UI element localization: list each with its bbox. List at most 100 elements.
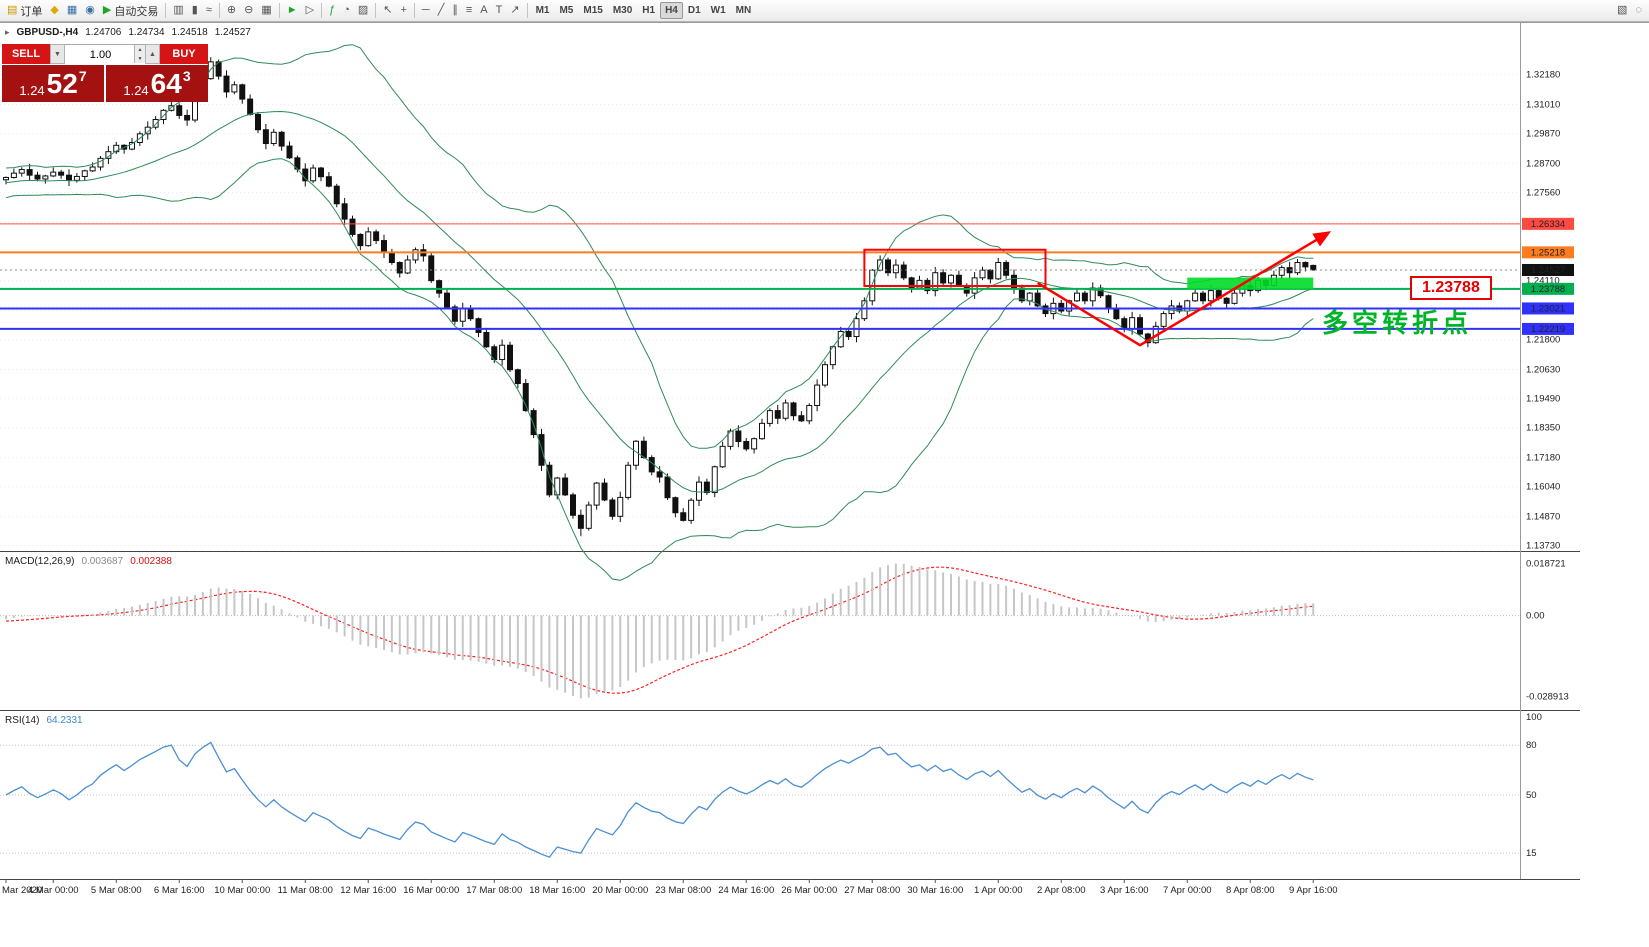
volume-spin-down-icon[interactable]: ▼: [134, 54, 145, 63]
svg-text:80: 80: [1526, 740, 1537, 751]
trend-zigzag-arrow[interactable]: [1036, 231, 1332, 347]
svg-text:1.18350: 1.18350: [1526, 423, 1560, 434]
toolbar-separator: [218, 3, 220, 18]
trendline-button[interactable]: ╱: [434, 1, 449, 21]
ohlc-high: 1.24734: [128, 27, 165, 38]
macd-main-value: 0.003687: [81, 556, 124, 567]
timeframe-w1[interactable]: W1: [710, 5, 726, 16]
arrow-objects-button[interactable]: ↗: [506, 1, 523, 21]
sell-button[interactable]: SELL: [2, 44, 50, 64]
bid-price-button[interactable]: 1.24 52 7: [2, 65, 104, 102]
svg-text:50: 50: [1526, 790, 1537, 801]
channel-button[interactable]: ∥: [448, 1, 462, 21]
svg-text:1.14870: 1.14870: [1526, 512, 1560, 523]
templates-button[interactable]: ▨: [354, 1, 372, 21]
volume-increase-button[interactable]: ▲: [145, 44, 160, 64]
market-watch-button[interactable]: ▦: [63, 1, 81, 21]
toolbar-separator: [278, 3, 280, 18]
svg-text:1.26334: 1.26334: [1531, 219, 1565, 230]
timeframe-m5[interactable]: M5: [559, 5, 574, 16]
price-badge-1.23021[interactable]: [1522, 302, 1574, 315]
bollinger-upper-line: [5, 44, 1314, 449]
price-badge-1.25218[interactable]: [1522, 246, 1574, 259]
new-chart-icon: ▧: [1617, 4, 1628, 16]
volume-decrease-button[interactable]: ▼: [50, 44, 65, 64]
timeframe-h4[interactable]: H4: [660, 2, 683, 19]
timeframe-d1[interactable]: D1: [687, 5, 701, 16]
price-badge-1.26334[interactable]: [1522, 217, 1574, 230]
toolbar-separator: [165, 3, 167, 18]
timeframe-h1[interactable]: H1: [642, 5, 656, 16]
tile-windows-button[interactable]: ▦: [257, 1, 275, 21]
annotations[interactable]: [863, 231, 1332, 347]
ask-price-button[interactable]: 1.24 64 3: [106, 65, 208, 102]
periods-button[interactable]: ◔: [339, 1, 354, 21]
timeframe-m30[interactable]: M30: [612, 5, 633, 16]
price-badge-1.22219[interactable]: [1522, 322, 1574, 335]
svg-text:7 Apr 00:00: 7 Apr 00:00: [1163, 885, 1212, 896]
horizontal-line-button[interactable]: ─: [418, 1, 434, 21]
autotrading-button[interactable]: ▶ 自动交易: [99, 1, 162, 21]
zoom-out-button[interactable]: ⊖: [240, 1, 257, 21]
fibonacci-button[interactable]: ≡: [462, 1, 476, 21]
turning-point-note[interactable]: 多空转折点: [1322, 307, 1473, 338]
candlestick-chart-button[interactable]: ▮: [188, 1, 202, 21]
clock-icon: ◔: [343, 4, 350, 16]
rsi-panel: 100 80 50 15: [0, 712, 1542, 859]
indicators-button[interactable]: ƒ: [325, 1, 339, 21]
trendline-icon: ╱: [437, 4, 445, 16]
ask-pip-digit: 3: [182, 68, 191, 84]
svg-text:3 Apr 16:00: 3 Apr 16:00: [1100, 885, 1149, 896]
macd-indicator-title: MACD(12,26,9) 0.003687 0.002388: [5, 556, 172, 567]
timeframe-mn[interactable]: MN: [735, 5, 752, 16]
support-highlight[interactable]: [1187, 277, 1314, 290]
svg-text:2 Apr 08:00: 2 Apr 08:00: [1037, 885, 1086, 896]
current-price-badge[interactable]: [1522, 263, 1574, 276]
label-button[interactable]: T: [492, 1, 507, 21]
volume-spin-up-icon[interactable]: ▲: [134, 45, 145, 54]
svg-text:-0.028913: -0.028913: [1526, 692, 1569, 703]
rsi-line: [5, 741, 1314, 858]
svg-text:9 Apr 16:00: 9 Apr 16:00: [1289, 885, 1338, 896]
cursor-button[interactable]: ↖: [379, 1, 396, 21]
svg-text:27 Mar 08:00: 27 Mar 08:00: [844, 885, 900, 896]
fibonacci-icon: ≡: [465, 4, 473, 16]
zoom-in-button[interactable]: ⊕: [223, 1, 240, 21]
crosshair-button[interactable]: +: [396, 1, 410, 21]
svg-text:0.00: 0.00: [1526, 611, 1545, 622]
svg-text:Mar 2020: Mar 2020: [2, 885, 42, 896]
svg-text:17 Mar 08:00: 17 Mar 08:00: [466, 885, 522, 896]
ask-big-digits: 64: [150, 67, 182, 99]
bar-chart-icon: ▥: [173, 4, 184, 16]
price-axis-labels: 1.32180 1.31010 1.29870 1.28700 1.27560 1.263…: [1522, 70, 1574, 552]
svg-text:1 Apr 00:00: 1 Apr 00:00: [974, 885, 1023, 896]
text-button[interactable]: A: [476, 1, 491, 21]
metaeditor-button[interactable]: ◆: [46, 1, 62, 21]
timeframe-m15[interactable]: M15: [583, 5, 603, 16]
bar-chart-button[interactable]: ▥: [169, 1, 187, 21]
bid-pip-digit: 7: [78, 68, 87, 84]
buy-button[interactable]: BUY: [160, 44, 208, 64]
auto-scroll-button[interactable]: ►: [283, 1, 302, 21]
volume-input[interactable]: [65, 46, 145, 64]
new-order-icon: ▤: [7, 4, 18, 16]
price-callout[interactable]: 1.23788: [1410, 275, 1492, 300]
svg-text:1.21800: 1.21800: [1526, 335, 1560, 346]
autotrading-icon: ▶: [102, 4, 112, 16]
timeframe-m1[interactable]: M1: [535, 5, 550, 16]
search-button[interactable]: ◌: [1631, 1, 1646, 21]
level-lines: [0, 223, 1520, 330]
chart-shift-button[interactable]: ▷: [302, 1, 318, 21]
main-toolbar: ▤ 订单 ◆ ▦ ◉ ▶ 自动交易 ▥ ▮ ≈ ⊕ ⊖ ▦ ► ▷ ƒ ◔ ▨ ↖ + ─ ╱ ∥ ≡ A T ↗ M1 M5 M15 M3…: [0, 0, 1649, 22]
line-chart-button[interactable]: ≈: [202, 1, 216, 21]
ask-prefix: 1.24: [123, 83, 149, 98]
toolbar-separator: [413, 3, 415, 18]
price-badge-1.23788[interactable]: [1522, 282, 1574, 295]
new-chart-button[interactable]: ▧: [1613, 1, 1631, 21]
svg-text:5 Mar 08:00: 5 Mar 08:00: [91, 885, 142, 896]
data-window-button[interactable]: ◉: [81, 1, 99, 21]
consolidation-box[interactable]: [863, 248, 1047, 287]
new-order-button[interactable]: ▤ 订单: [3, 1, 46, 21]
